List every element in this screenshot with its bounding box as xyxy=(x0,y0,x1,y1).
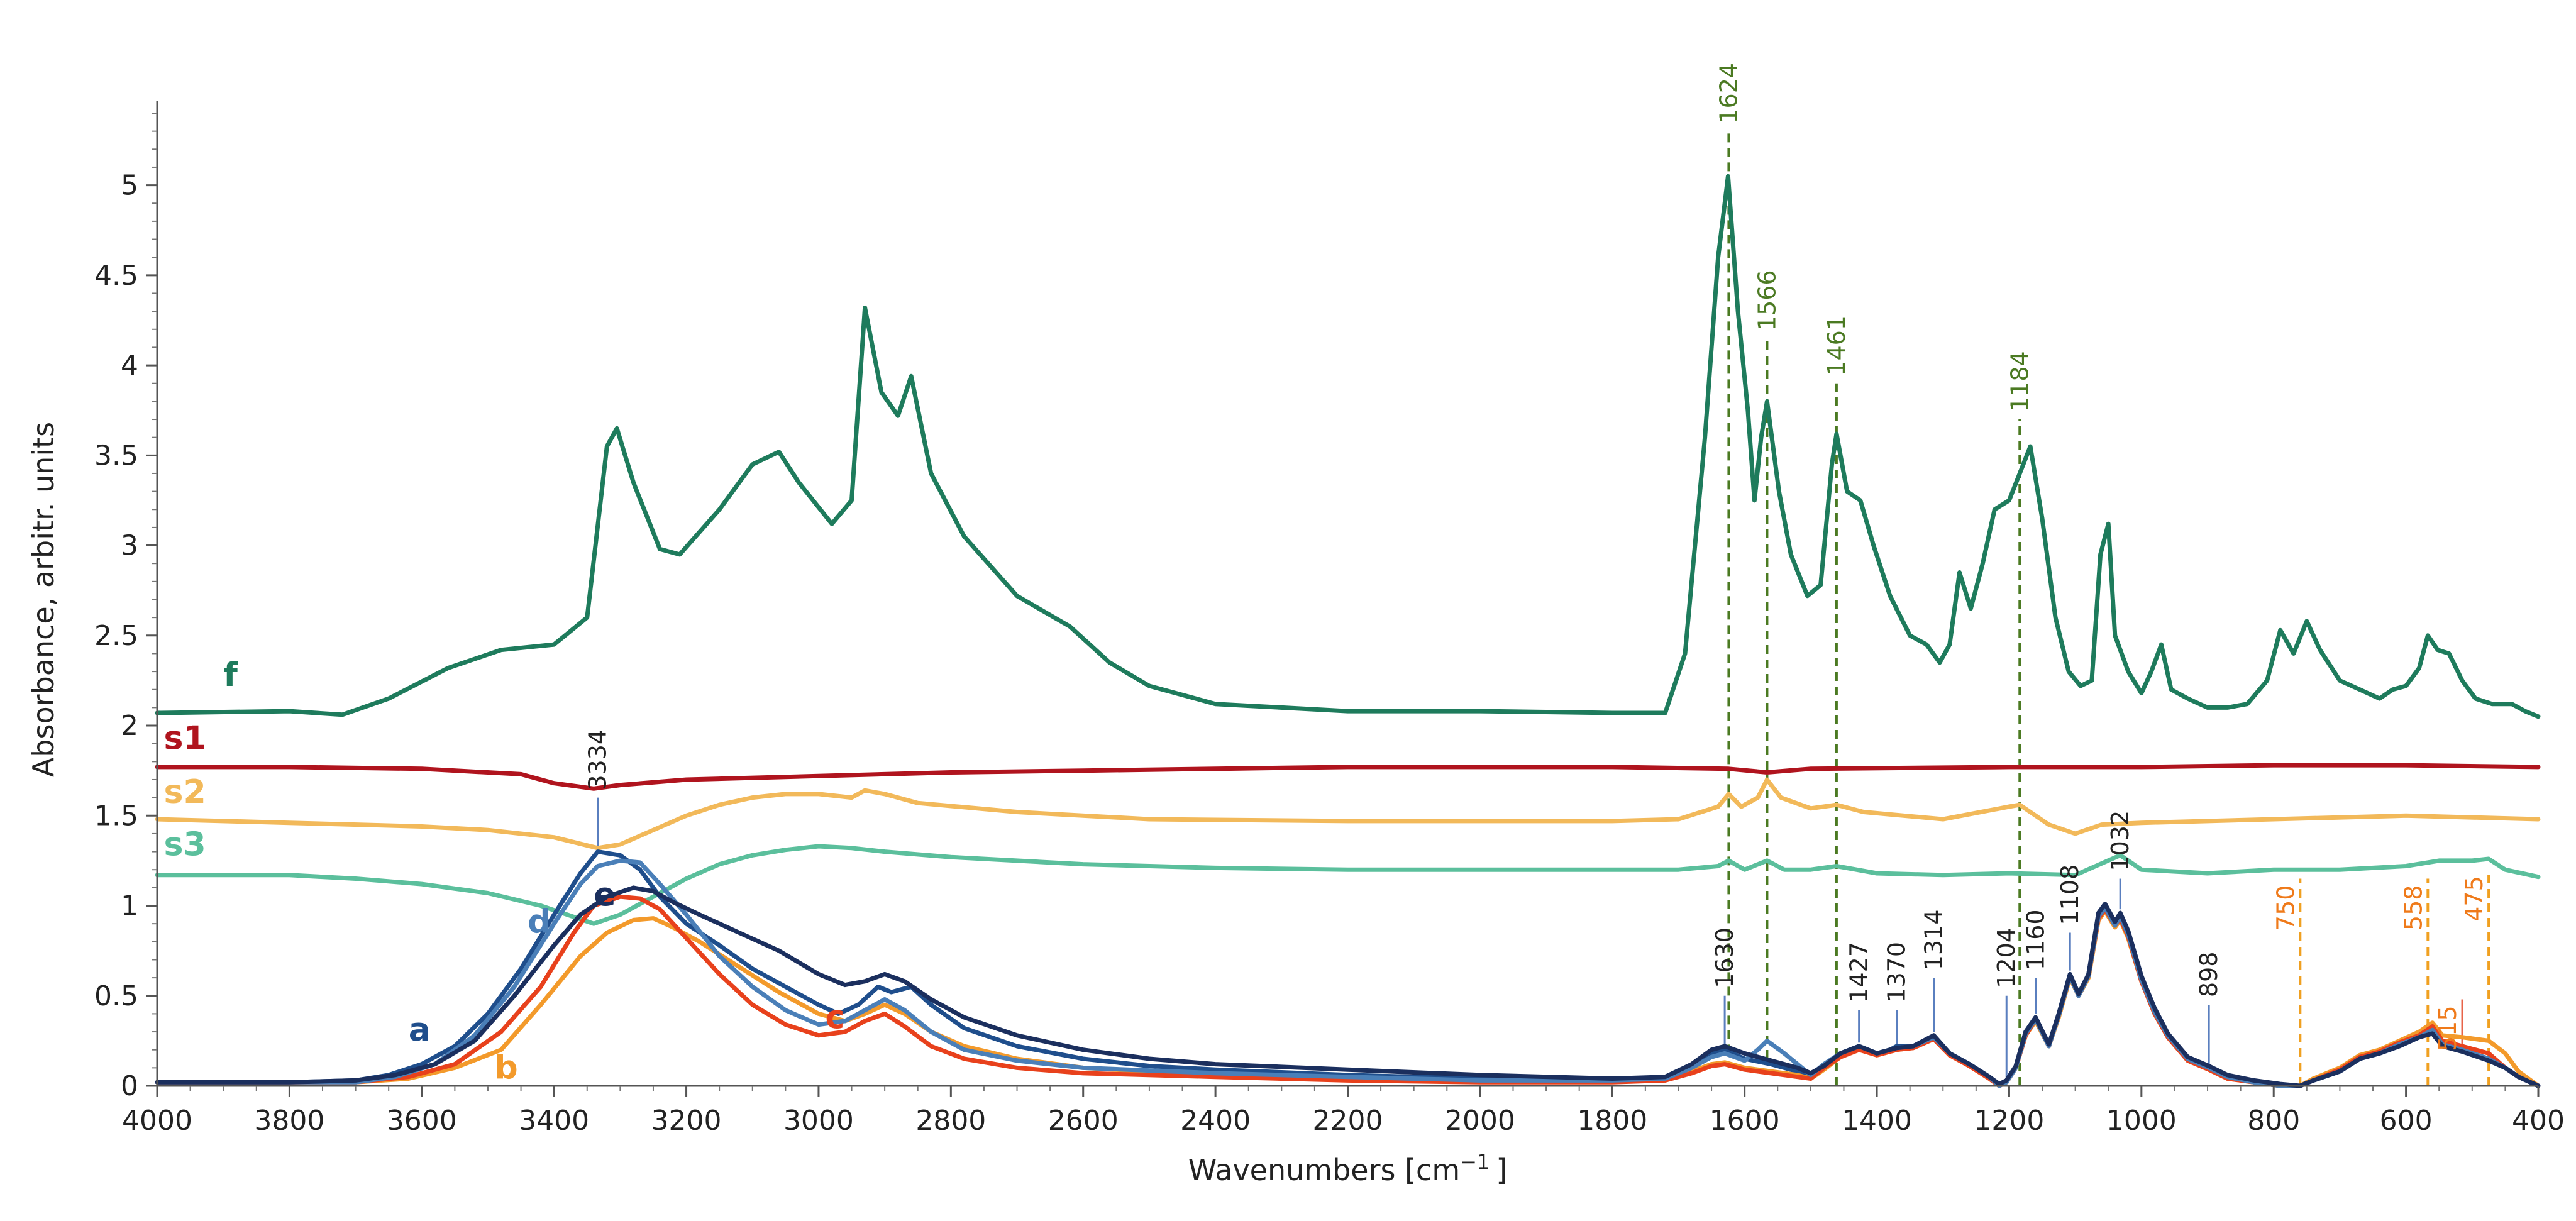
annotation-label-3334: 3334 xyxy=(584,729,612,790)
y-tick-label: 3.5 xyxy=(94,439,138,472)
series-label-b: b xyxy=(494,1049,517,1087)
annotation-label-1160: 1160 xyxy=(2022,909,2050,970)
x-tick-label: 600 xyxy=(2380,1105,2433,1137)
annotation-label-750: 750 xyxy=(2272,885,2299,931)
series-label-d: d xyxy=(528,903,551,941)
series-line-s2 xyxy=(155,777,2541,851)
y-tick-label: 4 xyxy=(121,350,138,382)
x-axis-ticks: 4000 3800 3600 3400 3200 3000 2800 2600 2400 2200… xyxy=(122,1086,2565,1137)
x-tick-label: 800 xyxy=(2247,1105,2300,1137)
annotation-label-1566: 1566 xyxy=(1753,270,1781,331)
annotation-label-898: 898 xyxy=(2195,952,2223,998)
x-tick-label: 400 xyxy=(2512,1105,2565,1137)
series-label-c: c xyxy=(825,998,844,1036)
y-axis-ticks: 0 0.5 1 1.5 2 2.5 3 3.5 4 4.5 5 xyxy=(94,113,157,1102)
annotation-label-1461: 1461 xyxy=(1823,315,1850,376)
x-tick-label: 1000 xyxy=(2106,1105,2177,1137)
annotation-labels: 1624 1566 1461 1184 3334 1630 1427 1370 1314 1204… xyxy=(584,63,2489,1051)
x-tick-label: 1800 xyxy=(1577,1105,1647,1137)
x-tick-label: 1600 xyxy=(1710,1105,1780,1137)
annotation-label-1370: 1370 xyxy=(1883,942,1911,1003)
series-label-e: e xyxy=(594,876,616,914)
y-tick-label: 3 xyxy=(121,530,138,562)
annotation-label-1314: 1314 xyxy=(1920,909,1948,970)
y-tick-label: 2 xyxy=(121,710,138,742)
y-tick-label: 0 xyxy=(121,1070,138,1102)
series-line-s1 xyxy=(155,763,2541,791)
x-tick-label: 3000 xyxy=(783,1105,854,1137)
y-axis-title: Absorbance, arbitr. units xyxy=(26,422,60,777)
series-line-s3 xyxy=(155,844,2541,926)
y-tick-label: 4.5 xyxy=(94,260,138,292)
x-tick-label: 3400 xyxy=(519,1105,589,1137)
annotation-label-558: 558 xyxy=(2399,885,2427,931)
x-tick-label: 2200 xyxy=(1313,1105,1383,1137)
x-tick-label: 1400 xyxy=(1842,1105,1912,1137)
x-tick-label: 2600 xyxy=(1048,1105,1119,1137)
series-label-s3: s3 xyxy=(164,826,206,863)
x-tick-label: 2800 xyxy=(915,1105,986,1137)
x-tick-label: 3600 xyxy=(387,1105,457,1137)
series-label-s1: s1 xyxy=(164,719,206,757)
series-label-a: a xyxy=(409,1011,431,1049)
annotation-label-1204: 1204 xyxy=(1993,927,2020,988)
x-tick-label: 1200 xyxy=(1974,1105,2044,1137)
y-tick-label: 0.5 xyxy=(94,980,138,1012)
annotation-label-1032: 1032 xyxy=(2106,810,2134,871)
annotation-label-475: 475 xyxy=(2460,876,2488,922)
annotation-label-1108: 1108 xyxy=(2056,865,2084,925)
x-axis-title-close: ] xyxy=(1496,1153,1507,1187)
series-label-s2: s2 xyxy=(164,773,206,811)
series-line-f xyxy=(155,174,2541,719)
series-label-f: f xyxy=(223,656,238,694)
y-tick-label: 2.5 xyxy=(94,620,138,652)
y-tick-label: 5 xyxy=(121,170,138,202)
annotation-label-1427: 1427 xyxy=(1845,942,1873,1003)
annotation-label-1630: 1630 xyxy=(1711,927,1739,988)
x-tick-label: 4000 xyxy=(122,1105,192,1137)
x-axis-title-superscript: −1 xyxy=(1460,1150,1490,1174)
x-tick-label: 2000 xyxy=(1445,1105,1515,1137)
y-tick-label: 1.5 xyxy=(94,800,138,832)
y-tick-label: 1 xyxy=(121,890,138,922)
annotation-label-1184: 1184 xyxy=(2006,351,2033,412)
x-tick-label: 3200 xyxy=(651,1105,722,1137)
x-axis-title: Wavenumbers [cm−1] xyxy=(1188,1150,1508,1187)
x-tick-label: 2400 xyxy=(1180,1105,1251,1137)
series-line-e xyxy=(155,885,2541,1088)
series-labels: f s1 s2 s3 a b c d e xyxy=(164,656,845,1087)
annotation-label-1624: 1624 xyxy=(1715,63,1742,124)
x-tick-label: 3800 xyxy=(254,1105,324,1137)
annotation-label-515: 515 xyxy=(2434,1005,2462,1051)
annotation-lines xyxy=(597,131,2490,1086)
x-axis-title-main: Wavenumbers [cm xyxy=(1188,1153,1460,1187)
